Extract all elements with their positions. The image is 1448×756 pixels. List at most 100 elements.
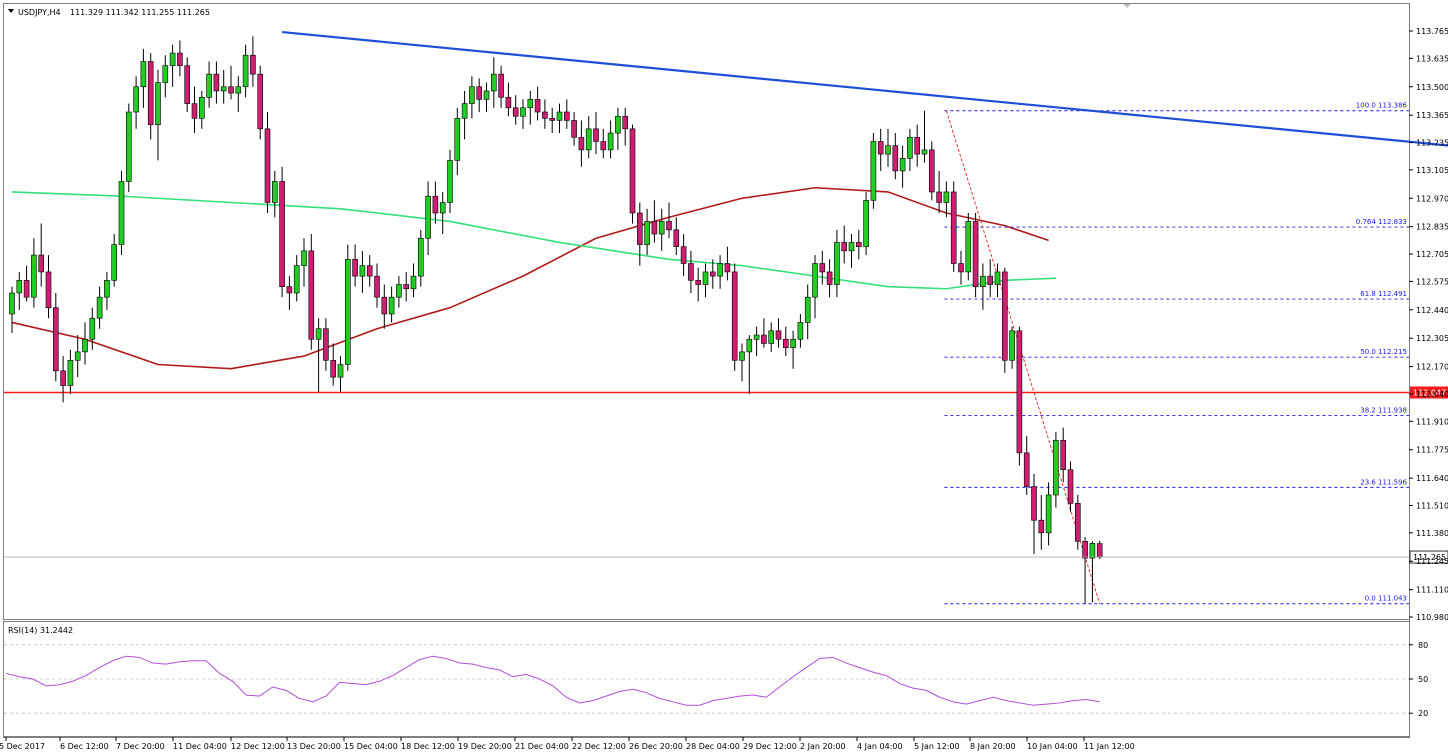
candle xyxy=(936,170,942,214)
candle-body xyxy=(293,265,300,294)
candle xyxy=(950,181,957,272)
candle xyxy=(1096,540,1103,560)
candle xyxy=(330,343,337,386)
candle-body xyxy=(476,86,483,100)
price-tick-label: 112.040 xyxy=(1416,390,1448,399)
candle-body xyxy=(96,296,103,319)
candle-body xyxy=(235,86,242,94)
candle xyxy=(1053,431,1059,508)
candle xyxy=(958,250,964,285)
time-tick-label: 6 Dec 12:00 xyxy=(60,742,109,751)
candle-body xyxy=(622,115,629,130)
candle-body xyxy=(271,181,278,203)
candle-body xyxy=(23,280,30,298)
chart-shift-marker-icon xyxy=(1123,4,1131,8)
candle-body xyxy=(461,103,468,119)
candle-body xyxy=(790,338,796,348)
candle xyxy=(1023,436,1030,495)
candle-body xyxy=(169,52,176,67)
candle xyxy=(863,191,869,256)
ohlc-readout: 111.329 111.342 111.255 111.265 xyxy=(70,8,210,17)
candle-body xyxy=(615,115,621,134)
candle xyxy=(855,229,862,260)
candle-body xyxy=(651,221,658,235)
fib-level-label: 23.6 111.596 xyxy=(1360,478,1407,486)
price-tick-label: 111.110 xyxy=(1416,586,1448,595)
candle xyxy=(921,110,928,163)
candle xyxy=(1009,326,1015,369)
candle xyxy=(308,234,315,350)
candle-body xyxy=(731,271,738,361)
candle-body xyxy=(658,221,665,235)
time-tick-label: 8 Jan 20:00 xyxy=(970,742,1016,751)
candle-body xyxy=(301,250,307,266)
candle xyxy=(790,330,796,369)
price-tick-label: 111.380 xyxy=(1416,529,1448,538)
candle-body xyxy=(819,263,826,273)
time-tick-label: 4 Jan 04:00 xyxy=(857,742,903,751)
candle-body xyxy=(1009,330,1015,361)
support-line: 112.047 xyxy=(4,386,1448,399)
candle-body xyxy=(374,275,380,298)
candle-body xyxy=(870,141,877,201)
candle-body xyxy=(585,128,592,151)
candle-body xyxy=(469,86,475,104)
time-tick-label: 29 Dec 12:00 xyxy=(743,742,797,751)
candle xyxy=(556,103,563,134)
candle xyxy=(928,141,935,201)
candle-body xyxy=(439,202,446,214)
candle xyxy=(1001,267,1008,373)
candle-body xyxy=(527,99,534,109)
price-tick-label: 113.365 xyxy=(1416,111,1448,120)
dropdown-triangle-icon[interactable] xyxy=(8,9,14,13)
fib-swing-line xyxy=(945,110,1101,604)
candle xyxy=(366,255,373,287)
candle-body xyxy=(534,99,541,113)
time-tick-label: 7 Dec 20:00 xyxy=(116,742,165,751)
price-tick-label: 112.705 xyxy=(1416,250,1448,259)
candle-body xyxy=(724,263,731,273)
support-price-label: 112.047 xyxy=(1413,388,1446,397)
candle xyxy=(286,276,293,310)
candle-body xyxy=(184,65,190,104)
candle-body xyxy=(877,141,884,155)
candle xyxy=(1067,461,1074,512)
trendline xyxy=(281,30,1448,147)
candle-body xyxy=(1031,486,1037,521)
candle-body xyxy=(454,118,461,161)
candle-body xyxy=(965,221,972,273)
candle-body xyxy=(666,221,672,231)
candle-body xyxy=(943,191,950,203)
candle xyxy=(1045,482,1052,546)
candle xyxy=(52,292,59,382)
time-tick-label: 26 Dec 20:00 xyxy=(629,742,683,751)
candle-body xyxy=(841,242,848,252)
candle xyxy=(235,76,242,113)
candle xyxy=(848,234,855,268)
fibonacci-retracement: 100.0 113.386 0.764 112.833 61.8 112.491 50… xyxy=(944,102,1409,605)
candle-body xyxy=(739,351,745,361)
candle-body xyxy=(512,107,519,117)
candle xyxy=(359,250,366,293)
candle-body xyxy=(264,128,271,203)
rsi-level-label: 80 xyxy=(1418,641,1428,650)
candle-body xyxy=(899,157,906,172)
candle-body xyxy=(542,111,548,119)
candle xyxy=(220,69,227,104)
candle-body xyxy=(177,52,183,67)
time-tick-label: 5 Dec 2017 xyxy=(0,742,45,751)
candle-body xyxy=(972,221,979,287)
candle xyxy=(1031,473,1037,554)
candle-body xyxy=(315,328,322,340)
candle xyxy=(695,267,702,302)
candle-body xyxy=(804,296,811,323)
candle xyxy=(505,82,512,117)
candle xyxy=(315,318,322,392)
candle-body xyxy=(556,111,563,121)
candle xyxy=(702,263,709,298)
candle xyxy=(1016,326,1023,466)
candle xyxy=(60,356,66,403)
candle-body xyxy=(191,103,198,119)
candle xyxy=(1075,494,1081,550)
candle xyxy=(885,128,891,167)
